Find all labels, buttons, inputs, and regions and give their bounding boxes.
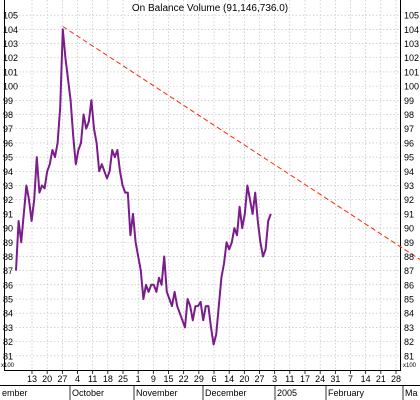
x-tick-label: 21 [376, 374, 386, 384]
y-tick-label-left: 100 [3, 82, 18, 92]
y-tick-label-right: 97 [404, 124, 414, 134]
y-tick-label-left: 86 [3, 280, 13, 290]
y-tick-label-right: 95 [404, 153, 414, 163]
y-tick-label-right: 105 [404, 11, 419, 21]
y-tick-label-left: 101 [3, 67, 18, 77]
y-tick-label-right: 104 [404, 25, 419, 35]
y-tick-label-right: 91 [404, 209, 414, 219]
y-tick-label-right: 83 [404, 323, 414, 333]
y-tick-label-right: 81 [404, 351, 414, 361]
y-tick-label-right: 90 [404, 224, 414, 234]
y-tick-label-left: 87 [3, 266, 13, 276]
y-tick-label-right: 99 [404, 96, 414, 106]
x-tick-label: 28 [391, 374, 401, 384]
x-tick-label: 13 [27, 374, 37, 384]
y-tick-label-left: 96 [3, 138, 13, 148]
obv-line [15, 28, 272, 346]
y-tick-label-right: 103 [404, 39, 419, 49]
y-tick-label-right: 93 [404, 181, 414, 191]
x-tick-label: 7 [348, 374, 353, 384]
x-month-label: ember [2, 388, 28, 398]
x-month-label: February [328, 388, 365, 398]
x-month-label: December [205, 388, 247, 398]
y-tick-label-left: 94 [3, 167, 13, 177]
y-multiplier-right: x100 [403, 363, 417, 369]
y-tick-label-left: 105 [3, 11, 18, 21]
x-tick-label: 24 [315, 374, 325, 384]
x-tick-label: 14 [361, 374, 371, 384]
y-tick-label-right: 84 [404, 309, 414, 319]
y-tick-label-right: 85 [404, 295, 414, 305]
y-tick-label-left: 88 [3, 252, 13, 262]
x-tick-label: 3 [272, 374, 277, 384]
y-tick-label-left: 89 [3, 238, 13, 248]
y-tick-label-right: 86 [404, 280, 414, 290]
x-tick-label: 31 [330, 374, 340, 384]
y-tick-label-right: 101 [404, 67, 419, 77]
x-month-labels: ember October November December 2005 February… [2, 386, 418, 400]
y-tick-label-right: 94 [404, 167, 414, 177]
grid-lines [5, 0, 400, 370]
x-tick-label: 25 [118, 374, 128, 384]
y-tick-label-left: 82 [3, 337, 13, 347]
y-tick-label-left: 97 [3, 124, 13, 134]
y-tick-label-right: 96 [404, 138, 414, 148]
y-ticks-right: 81 82 83 84 85 86 87 88 89 90 91 92 93 94 95 96 97 98 99 10… [404, 11, 419, 362]
x-tick-label: 15 [163, 374, 173, 384]
x-tick-label: 20 [42, 374, 52, 384]
y-tick-label-right: 88 [404, 252, 414, 262]
x-tick-label: 17 [300, 374, 310, 384]
y-ticks-left: 81 82 83 84 85 86 87 88 89 90 91 92 93 94 95 96 97 98 99 10… [3, 11, 18, 362]
trend-line-layer [62, 26, 420, 260]
y-tick-label-right: 98 [404, 110, 414, 120]
y-tick-label-left: 99 [3, 96, 13, 106]
y-tick-label-left: 104 [3, 25, 18, 35]
x-tick-label: 18 [103, 374, 113, 384]
y-tick-label-right: 92 [404, 195, 414, 205]
x-month-label: October [72, 388, 104, 398]
x-tick-label: 6 [211, 374, 216, 384]
chart-title: On Balance Volume (91,146,736.0) [132, 3, 288, 14]
y-tick-label-left: 95 [3, 153, 13, 163]
y-tick-label-left: 98 [3, 110, 13, 120]
y-tick-label-left: 92 [3, 195, 13, 205]
x-tick-label: 27 [254, 374, 264, 384]
y-tick-label-right: 82 [404, 337, 414, 347]
x-tick-label: 11 [88, 374, 97, 384]
x-tick-label: 1 [136, 374, 141, 384]
y-tick-label-left: 81 [3, 351, 13, 361]
y-tick-label-left: 103 [3, 39, 18, 49]
y-multiplier-left: x100 [1, 363, 15, 369]
y-tick-label-left: 84 [3, 309, 13, 319]
y-tick-label-right: 102 [404, 53, 419, 63]
y-tick-label-left: 90 [3, 224, 13, 234]
trend-line [62, 26, 420, 260]
y-tick-label-right: 89 [404, 238, 414, 248]
x-tick-label: 20 [239, 374, 249, 384]
x-tick-label: 11 [285, 374, 294, 384]
y-tick-label-left: 85 [3, 295, 13, 305]
x-tick-label: 4 [75, 374, 80, 384]
x-day-ticks: 13 20 27 4 11 18 25 1 9 15 22 29 6 14 20 27 3 11 17 24 31 7 14… [27, 370, 401, 384]
y-tick-label-left: 102 [3, 53, 18, 63]
y-tick-label-right: 87 [404, 266, 414, 276]
y-tick-label-left: 93 [3, 181, 13, 191]
x-month-label: 2005 [277, 388, 297, 398]
x-tick-label: 27 [57, 374, 67, 384]
series-layer [15, 28, 272, 346]
x-tick-label: 29 [194, 374, 204, 384]
x-tick-label: 22 [179, 374, 189, 384]
x-tick-label: 14 [224, 374, 234, 384]
x-tick-label: 9 [151, 374, 156, 384]
y-tick-label-left: 83 [3, 323, 13, 333]
x-month-label: November [136, 388, 178, 398]
y-tick-label-left: 91 [3, 209, 13, 219]
y-tick-label-right: 100 [404, 82, 419, 92]
x-month-label: Ma [405, 388, 418, 398]
